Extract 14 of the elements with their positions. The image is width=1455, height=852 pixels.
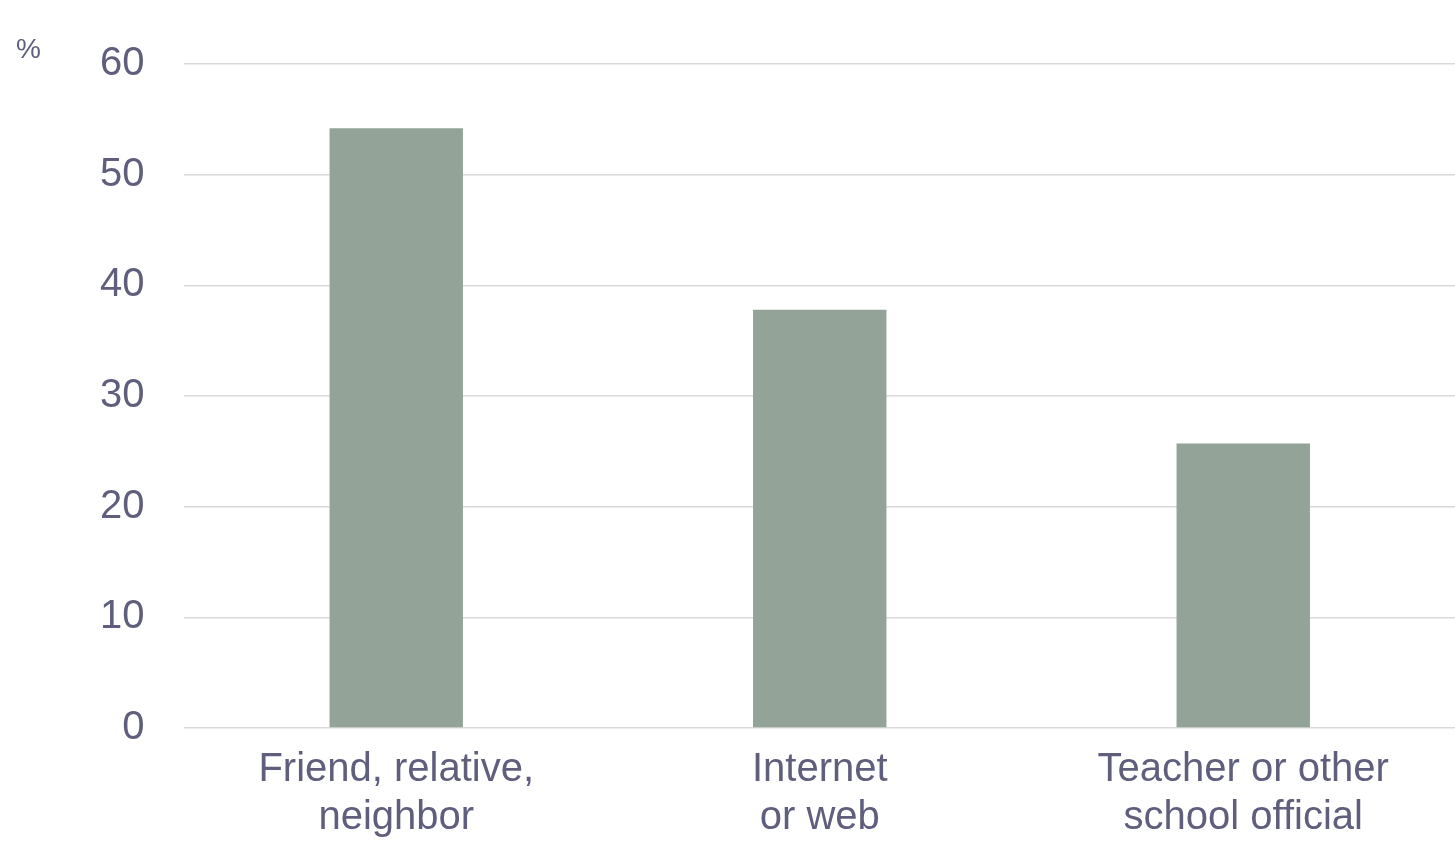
y-axis-title: %: [16, 32, 41, 64]
y-tick-label: 40: [99, 260, 145, 305]
y-tick-label: 60: [99, 39, 145, 84]
bar: [1176, 443, 1310, 728]
x-tick-label: Friend, relative, neighbor: [258, 745, 535, 838]
x-tick-label: Teacher or other school official: [1097, 745, 1389, 838]
y-tick-label: 50: [99, 149, 145, 194]
y-tick-label: 0: [122, 703, 145, 748]
bar: [329, 128, 463, 728]
y-tick-label: 10: [99, 592, 145, 637]
y-tick-label: 20: [99, 481, 145, 526]
x-tick-label: Internet or web: [751, 745, 888, 838]
y-tick-label: 30: [99, 371, 145, 416]
bar: [753, 309, 887, 728]
